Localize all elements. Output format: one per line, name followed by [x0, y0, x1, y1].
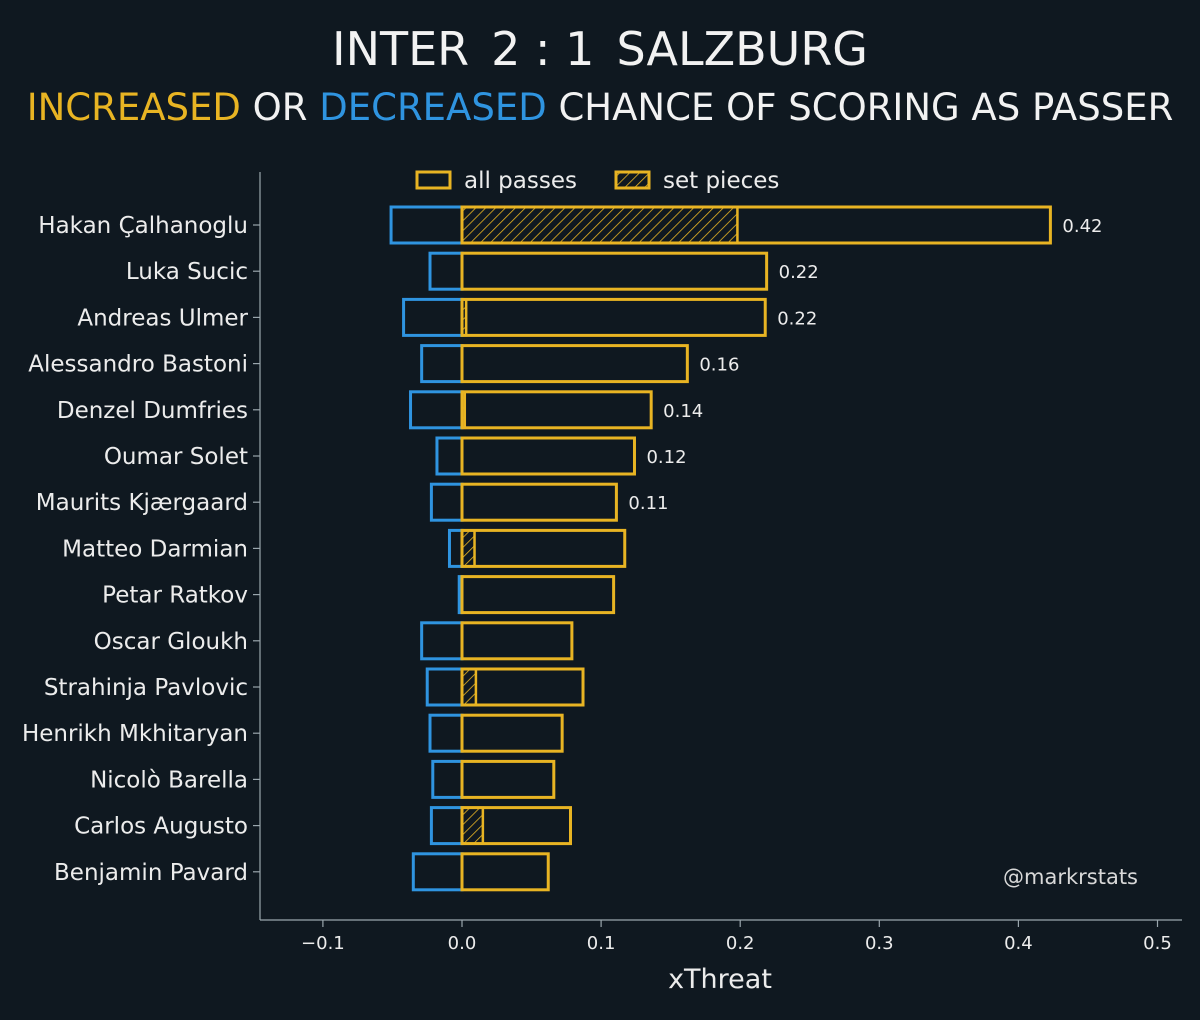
- x-tick-label: 0.2: [726, 933, 755, 954]
- chart-title: INTER 2 : 1 SALZBURG: [0, 22, 1200, 76]
- increased-bar: [460, 852, 550, 892]
- x-tick-label: 0.4: [1004, 933, 1033, 954]
- value-label: 0.14: [663, 401, 703, 422]
- increased-bar: [460, 667, 585, 707]
- value-label: 0.12: [646, 447, 686, 468]
- bars: 0.42 0.22 0.22 0.16 0.14 0.12 0.11: [389, 205, 1102, 892]
- player-label: Matteo Darmian: [62, 536, 248, 562]
- x-tick-label: 0.1: [587, 933, 616, 954]
- increased-bar: [460, 482, 618, 522]
- axes: [259, 172, 1182, 921]
- x-tick-label: 0.0: [448, 933, 477, 954]
- player-label: Henrikh Mkhitaryan: [22, 721, 248, 747]
- decreased-bar: [389, 205, 464, 245]
- subtitle-or: OR: [240, 86, 320, 129]
- decreased-bar: [429, 806, 464, 846]
- set-piece-bar: [460, 667, 478, 707]
- player-label: Denzel Dumfries: [57, 398, 248, 424]
- legend: all passes set pieces: [415, 168, 779, 194]
- increased-bar: [460, 759, 556, 799]
- player-labels: Hakan Çalhanoglu Luka Sucic Andreas Ulmer A…: [22, 213, 260, 886]
- increased-bar: [460, 713, 564, 753]
- decreased-bar: [425, 667, 464, 707]
- decreased-bar: [420, 344, 464, 384]
- player-label: Hakan Çalhanoglu: [38, 213, 248, 239]
- decreased-bar: [428, 251, 464, 291]
- player-label: Alessandro Bastoni: [28, 352, 248, 378]
- x-tick-label: 0.5: [1143, 933, 1172, 954]
- player-label: Andreas Ulmer: [77, 305, 248, 331]
- legend-set-pieces-swatch: [614, 170, 651, 190]
- subtitle-increased: INCREASED: [26, 86, 241, 129]
- x-ticks: −0.1 0.0 0.1 0.2 0.3 0.4 0.5: [301, 920, 1172, 954]
- decreased-bar: [402, 297, 464, 337]
- player-label: Benjamin Pavard: [54, 860, 248, 886]
- increased-bar: [460, 806, 572, 846]
- player-label: Nicolò Barella: [90, 767, 248, 793]
- player-label: Luka Sucic: [126, 259, 248, 285]
- x-axis-title: xThreat: [668, 964, 772, 995]
- increased-bar: [460, 205, 1052, 245]
- increased-bar: [460, 344, 689, 384]
- score: 2 : 1: [491, 22, 595, 76]
- legend-all-passes-label: all passes: [464, 168, 577, 194]
- increased-bar: [460, 297, 767, 337]
- away-team: SALZBURG: [616, 22, 868, 76]
- decreased-bar: [431, 759, 464, 799]
- increased-bar: [460, 436, 636, 476]
- player-label: Oscar Gloukh: [94, 629, 248, 655]
- increased-bar: [460, 575, 616, 615]
- value-label: 0.22: [779, 262, 819, 283]
- value-label: 0.22: [777, 308, 817, 329]
- decreased-bar: [411, 852, 464, 892]
- decreased-bar: [429, 482, 464, 522]
- increased-bar: [460, 251, 769, 291]
- increased-bar: [460, 528, 627, 568]
- player-label: Oumar Solet: [104, 444, 248, 470]
- value-label: 0.16: [699, 355, 739, 376]
- decreased-bar: [428, 713, 464, 753]
- x-tick-label: −0.1: [301, 933, 345, 954]
- set-piece-bar: [460, 806, 485, 845]
- increased-bar: [460, 621, 574, 661]
- subtitle-decreased: DECREASED: [319, 86, 547, 129]
- x-tick-label: 0.3: [865, 933, 894, 954]
- player-label: Carlos Augusto: [74, 814, 248, 840]
- watermark: @markrstats: [1003, 865, 1138, 889]
- subtitle-rest: CHANCE OF SCORING AS PASSER: [546, 86, 1174, 129]
- value-label: 0.42: [1062, 216, 1102, 237]
- set-piece-bar: [460, 529, 476, 568]
- value-label: 0.11: [628, 493, 668, 514]
- decreased-bar: [420, 621, 464, 661]
- player-label: Strahinja Pavlovic: [44, 675, 248, 701]
- legend-set-pieces-label: set pieces: [663, 168, 779, 194]
- legend-all-passes-swatch: [415, 170, 452, 190]
- decreased-bar: [409, 390, 464, 430]
- increased-bar: [460, 390, 653, 430]
- player-label: Maurits Kjærgaard: [36, 490, 248, 516]
- decreased-bar: [435, 436, 464, 476]
- player-label: Petar Ratkov: [102, 583, 248, 609]
- chart-subtitle: INCREASED OR DECREASED CHANCE OF SCORING…: [0, 86, 1200, 129]
- decreased-bar: [447, 528, 464, 568]
- home-team: INTER: [332, 22, 470, 76]
- set-piece-bar: [460, 205, 739, 245]
